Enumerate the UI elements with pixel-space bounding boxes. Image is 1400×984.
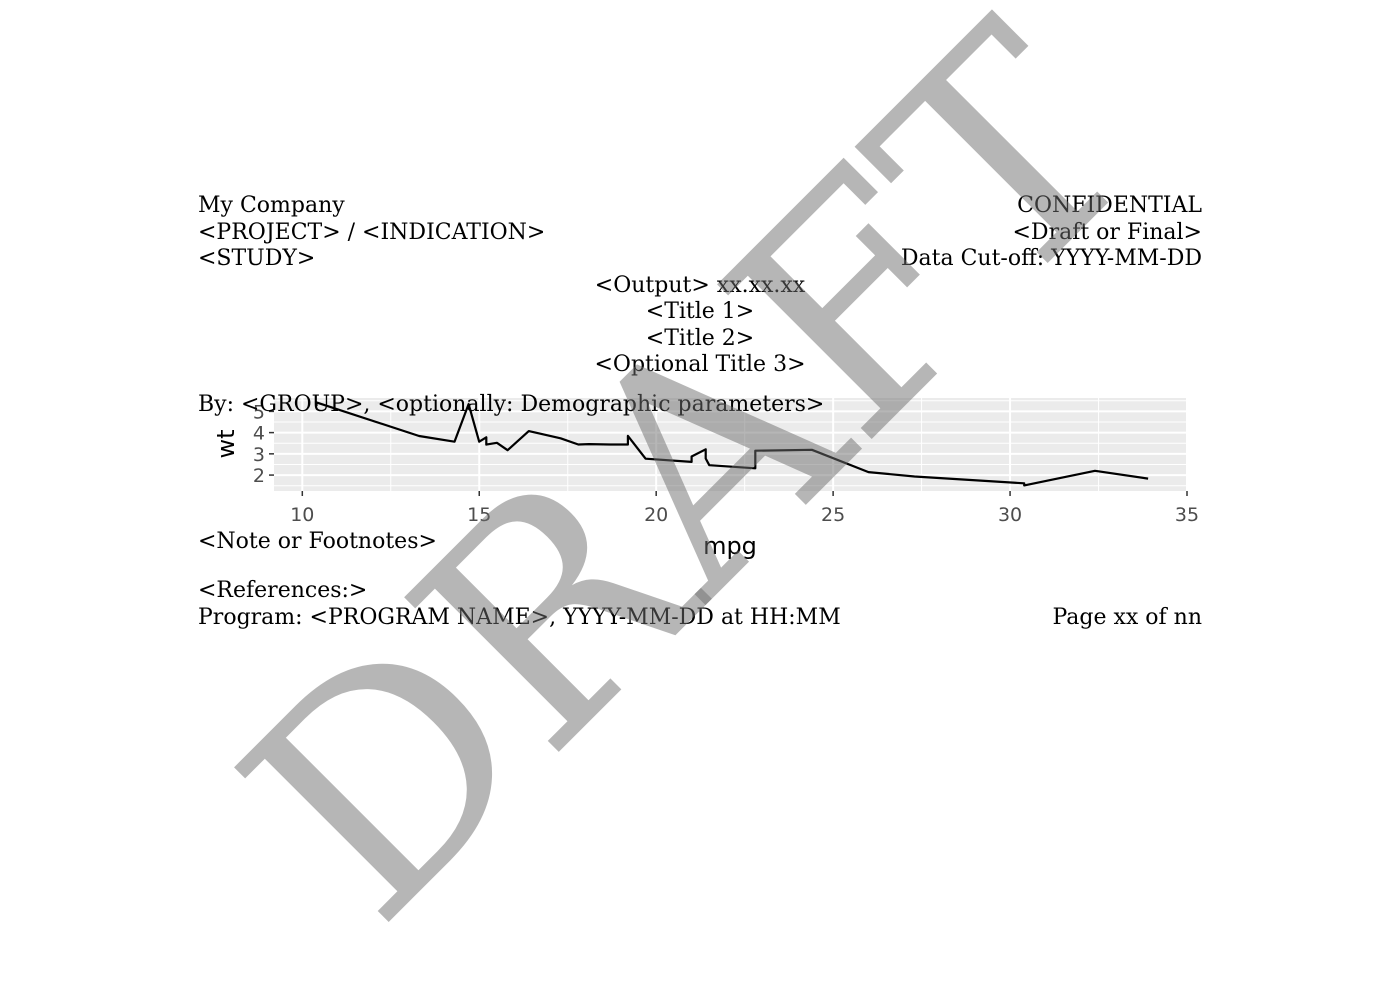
axis-ticks (269, 410, 1188, 496)
title-2: <Title 2> (645, 326, 755, 351)
y-tick-label: 4 (253, 423, 265, 445)
x-tick-label: 10 (290, 504, 314, 526)
x-tick-labels: 10 15 20 25 30 35 (290, 504, 1199, 526)
y-tick-label: 5 (253, 401, 265, 423)
y-tick-label: 3 (253, 444, 265, 466)
y-tick-label: 2 (253, 465, 265, 487)
x-tick-label: 25 (821, 504, 845, 526)
company-name: My Company (198, 193, 345, 218)
x-tick-label: 30 (998, 504, 1022, 526)
output-number: <Output> xx.xx.xx (594, 273, 806, 298)
confidential-label: CONFIDENTIAL (1017, 193, 1202, 218)
data-cutoff-label: Data Cut-off: YYYY-MM-DD (900, 246, 1202, 271)
references-label: <References:> (198, 578, 368, 603)
x-tick-label: 35 (1175, 504, 1199, 526)
x-tick-label: 20 (644, 504, 668, 526)
page-number: Page xx of nn (1052, 605, 1202, 630)
y-axis-title: wt (212, 429, 240, 458)
grid-major (274, 398, 1188, 491)
draft-status-label: <Draft or Final> (1012, 220, 1203, 245)
title-1: <Title 1> (645, 299, 755, 324)
title-3: <Optional Title 3> (594, 352, 806, 377)
by-line: By: <GROUP>, <optionally: Demographic pa… (198, 392, 825, 417)
footnote: <Note or Footnotes> (198, 529, 437, 554)
x-axis-title: mpg (703, 532, 757, 560)
study-label: <STUDY> (198, 246, 316, 271)
series-line (315, 401, 1149, 487)
project-indication: <PROJECT> / <INDICATION> (198, 220, 546, 245)
program-line: Program: <PROGRAM NAME>, YYYY-MM-DD at H… (198, 605, 841, 630)
grid-minor (274, 398, 1187, 491)
x-tick-label: 15 (467, 504, 491, 526)
